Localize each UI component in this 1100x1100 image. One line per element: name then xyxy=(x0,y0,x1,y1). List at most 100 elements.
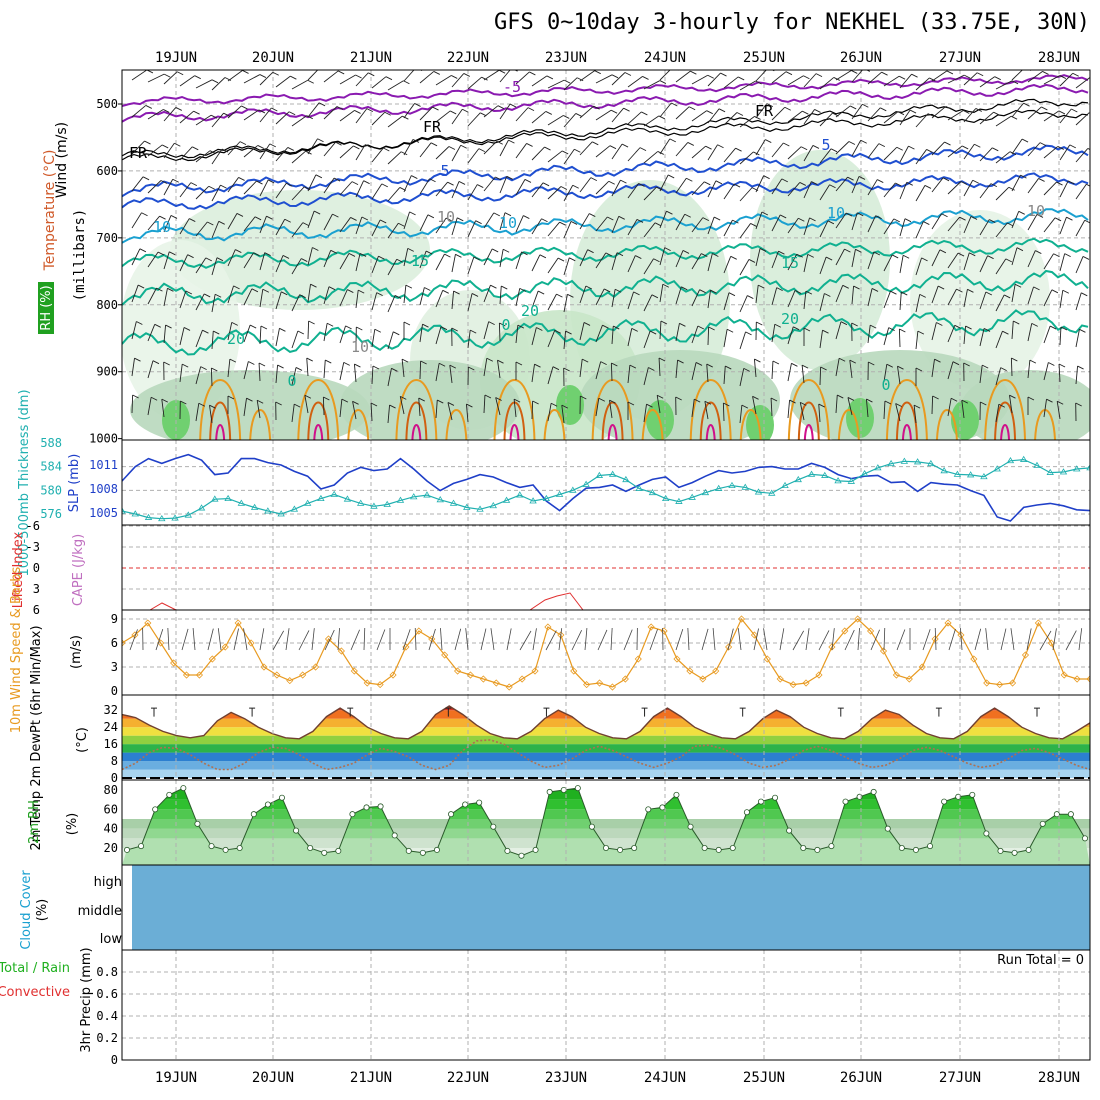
wind-barb-flag xyxy=(761,211,769,216)
wind-barb xyxy=(979,219,990,236)
wind-barb xyxy=(307,70,319,81)
wind-barb xyxy=(675,214,686,231)
wind-barb-flag xyxy=(877,179,884,183)
wind-barb-flag xyxy=(208,185,215,190)
wind-barb-flag xyxy=(778,250,785,255)
wind10m-barb xyxy=(584,628,588,651)
wind-barb xyxy=(739,295,748,313)
wind-barb-flag xyxy=(570,221,578,225)
wind-barb xyxy=(259,252,266,271)
thickness-point xyxy=(396,496,405,503)
thickness-point xyxy=(131,510,139,517)
wind-barb xyxy=(899,218,906,237)
wind-barb-flag xyxy=(383,147,390,152)
wind-barb-flag xyxy=(675,396,682,401)
wind-barb xyxy=(931,249,941,267)
wind10m-point xyxy=(415,627,423,635)
wind-barb xyxy=(163,251,170,270)
wind-barb xyxy=(611,289,616,308)
wind-barb xyxy=(291,367,297,386)
rh2m-point xyxy=(574,785,581,792)
contour-label: 10 xyxy=(153,218,171,236)
wind-barb-flag xyxy=(611,362,618,367)
wind-barb-flag xyxy=(563,115,570,119)
wind-barb xyxy=(963,216,972,234)
wind-barb xyxy=(707,180,717,198)
wind-barb-flag xyxy=(851,322,858,327)
wind-barb xyxy=(675,323,680,342)
wind-barb-flag xyxy=(611,74,619,79)
rh-shading xyxy=(170,190,430,310)
wind-barb-flag xyxy=(256,180,263,185)
wind-barb-flag xyxy=(542,182,550,187)
wind-barb-flag xyxy=(794,290,802,294)
rh2m-point xyxy=(941,798,948,805)
wind-barb xyxy=(483,321,490,340)
wind-barb xyxy=(1027,323,1033,342)
wind-barb xyxy=(483,358,488,377)
wind-barb-flag xyxy=(323,396,330,401)
wind-barb-flag xyxy=(514,70,518,72)
cloud-level-low: low xyxy=(100,932,123,947)
wind-barb xyxy=(403,248,409,267)
thickness-point xyxy=(635,484,643,491)
lifted-index-tick-label: -3 xyxy=(26,540,40,554)
wind-barb xyxy=(835,321,842,340)
wind-barb-flag xyxy=(851,70,858,74)
wind-barb-flag xyxy=(807,253,814,258)
contour-label: FR xyxy=(755,102,774,120)
wind10m-point xyxy=(441,651,449,659)
wind-barb xyxy=(595,288,605,306)
wind-barb-flag xyxy=(990,183,998,188)
wind-barb-flag xyxy=(1002,330,1009,335)
wind-barb-flag xyxy=(403,321,411,326)
wind-barb-flag xyxy=(1021,138,1029,143)
wind-barb-flag xyxy=(290,75,297,80)
wind-barb-flag xyxy=(1007,222,1014,227)
wind-barb xyxy=(995,80,1013,90)
temp2m-line xyxy=(122,705,1090,740)
wind-barb-flag xyxy=(667,174,675,179)
wind-barb xyxy=(403,70,415,82)
wind-barb xyxy=(210,367,213,387)
wind-barb-flag xyxy=(307,79,314,84)
rh2m-tick-label: 80 xyxy=(104,783,118,797)
lifted-index-tick-label: -6 xyxy=(26,519,40,533)
wind-barb xyxy=(563,113,577,128)
wind10m-barb xyxy=(532,628,537,651)
wind-barb xyxy=(913,405,917,424)
wind-barb-flag xyxy=(798,217,805,222)
wind-barb xyxy=(675,250,684,268)
wind-barb-flag xyxy=(636,219,644,223)
wind-barb-flag xyxy=(833,77,840,81)
wind-barb-flag xyxy=(207,221,214,226)
wind-barb xyxy=(867,107,881,122)
wind-barb xyxy=(963,180,974,197)
wind-barb-flag xyxy=(301,258,308,262)
pressure-tick-label: 600 xyxy=(96,164,118,178)
wind-barb-flag xyxy=(254,216,262,221)
wind-barb-flag xyxy=(902,254,910,259)
wind10m-point xyxy=(234,619,242,627)
wind10m-barb xyxy=(870,629,880,651)
wind-barb-flag xyxy=(498,70,506,74)
thickness-point xyxy=(211,495,219,502)
wind-barb-flag xyxy=(985,291,993,296)
wind-barb-flag xyxy=(170,215,178,219)
wind-barb xyxy=(579,213,590,230)
wind-barb-flag xyxy=(791,362,798,367)
wind-barb-flag xyxy=(901,291,908,296)
wind-barb xyxy=(753,359,757,378)
wind-barb xyxy=(243,361,249,380)
wind-barb xyxy=(979,76,996,88)
wind-barb xyxy=(355,144,366,161)
wind-barb-flag xyxy=(401,358,409,363)
wind-barb-flag xyxy=(820,366,827,371)
wind10m-barb xyxy=(960,628,963,651)
wind-barb-flag xyxy=(800,401,807,406)
wind-barb xyxy=(339,181,353,196)
wind-barb xyxy=(739,151,754,165)
wind-barb xyxy=(803,109,815,125)
date-label-top: 28JUN xyxy=(1038,50,1080,66)
wind-barb xyxy=(291,258,302,275)
